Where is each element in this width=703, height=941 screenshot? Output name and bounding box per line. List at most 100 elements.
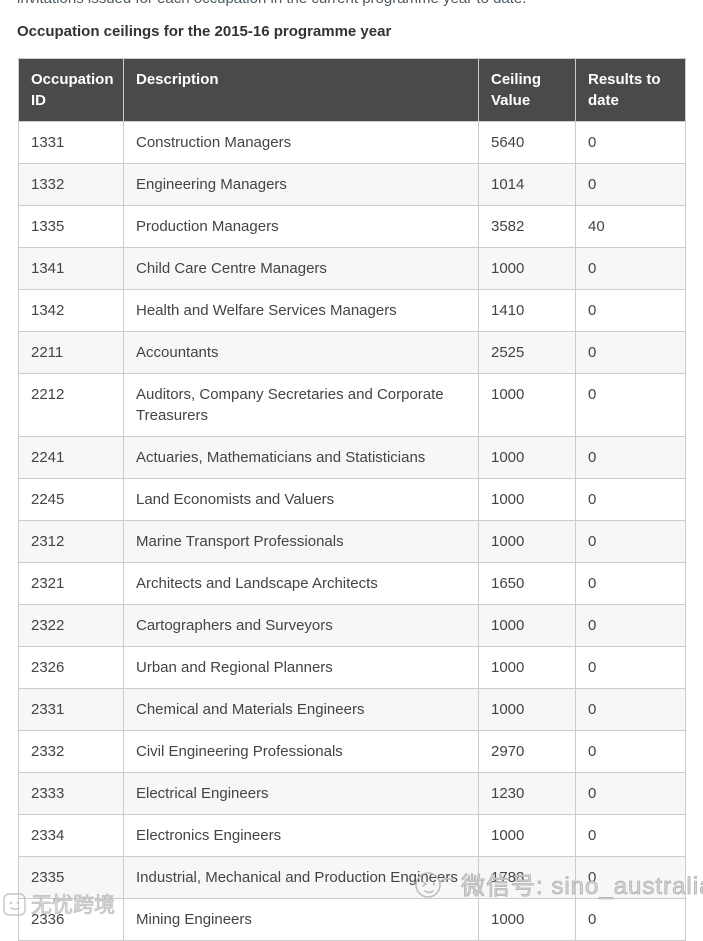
column-header-results-to-date: Results to date [575, 58, 686, 122]
ceiling-value-cell: 1000 [478, 688, 576, 731]
ceiling-value-cell: 1788 [478, 856, 576, 899]
description-cell: Health and Welfare Services Managers [123, 289, 479, 332]
results-cell: 0 [575, 898, 686, 941]
results-cell: 40 [575, 205, 686, 248]
ceiling-value-cell: 2525 [478, 331, 576, 374]
occupation-id-cell: 1341 [18, 247, 124, 290]
table-row: 2321 Architects and Landscape Architects… [18, 562, 686, 605]
ceiling-value-cell: 1650 [478, 562, 576, 605]
occupation-id-cell: 2336 [18, 898, 124, 941]
table-row: 2212 Auditors, Company Secretaries and C… [18, 373, 686, 437]
results-cell: 0 [575, 814, 686, 857]
ceiling-value-cell: 1000 [478, 898, 576, 941]
description-cell: Accountants [123, 331, 479, 374]
description-cell: Marine Transport Professionals [123, 520, 479, 563]
results-cell: 0 [575, 646, 686, 689]
ceiling-value-cell: 3582 [478, 205, 576, 248]
ceiling-value-cell: 1230 [478, 772, 576, 815]
occupation-id-cell: 2322 [18, 604, 124, 647]
table-header: Occupation ID Description Ceiling Value … [18, 58, 686, 122]
description-cell: Civil Engineering Professionals [123, 730, 479, 773]
description-cell: Auditors, Company Secretaries and Corpor… [123, 373, 479, 437]
table-row: 2241 Actuaries, Mathematicians and Stati… [18, 436, 686, 479]
occupation-id-cell: 2211 [18, 331, 124, 374]
occupation-id-cell: 2212 [18, 373, 124, 437]
occupation-id-cell: 2245 [18, 478, 124, 521]
table-row: 2211 Accountants 2525 0 [18, 331, 686, 374]
description-cell: Production Managers [123, 205, 479, 248]
description-cell: Electronics Engineers [123, 814, 479, 857]
table-row: 2245 Land Economists and Valuers 1000 0 [18, 478, 686, 521]
results-cell: 0 [575, 478, 686, 521]
results-cell: 0 [575, 373, 686, 437]
occupation-id-cell: 1331 [18, 121, 124, 164]
description-cell: Cartographers and Surveyors [123, 604, 479, 647]
occupation-id-cell: 1332 [18, 163, 124, 206]
results-cell: 0 [575, 730, 686, 773]
description-cell: Engineering Managers [123, 163, 479, 206]
ceiling-value-cell: 2970 [478, 730, 576, 773]
column-header-occupation-id: Occupation ID [18, 58, 124, 122]
results-cell: 0 [575, 436, 686, 479]
occupation-id-cell: 1335 [18, 205, 124, 248]
occupation-ceilings-table: Occupation ID Description Ceiling Value … [18, 58, 686, 941]
results-cell: 0 [575, 289, 686, 332]
ceiling-value-cell: 1000 [478, 436, 576, 479]
description-cell: Chemical and Materials Engineers [123, 688, 479, 731]
table-row: 1342 Health and Welfare Services Manager… [18, 289, 686, 332]
table-header-row: Occupation ID Description Ceiling Value … [18, 58, 686, 122]
results-cell: 0 [575, 562, 686, 605]
table-row: 2312 Marine Transport Professionals 1000… [18, 520, 686, 563]
table-row: 1335 Production Managers 3582 40 [18, 205, 686, 248]
table-row: 2334 Electronics Engineers 1000 0 [18, 814, 686, 857]
occupation-id-cell: 1342 [18, 289, 124, 332]
results-cell: 0 [575, 772, 686, 815]
table-row: 2336 Mining Engineers 1000 0 [18, 898, 686, 941]
table-row: 2335 Industrial, Mechanical and Producti… [18, 856, 686, 899]
table-body: 1331 Construction Managers 5640 0 1332 E… [18, 121, 686, 941]
description-cell: Mining Engineers [123, 898, 479, 941]
occupation-id-cell: 2326 [18, 646, 124, 689]
table-row: 2326 Urban and Regional Planners 1000 0 [18, 646, 686, 689]
results-cell: 0 [575, 520, 686, 563]
column-header-ceiling-value: Ceiling Value [478, 58, 576, 122]
description-cell: Child Care Centre Managers [123, 247, 479, 290]
occupation-id-cell: 2335 [18, 856, 124, 899]
occupation-id-cell: 2334 [18, 814, 124, 857]
occupation-id-cell: 2321 [18, 562, 124, 605]
results-cell: 0 [575, 163, 686, 206]
page-title: Occupation ceilings for the 2015-16 prog… [17, 23, 392, 40]
description-cell: Industrial, Mechanical and Production En… [123, 856, 479, 899]
ceiling-value-cell: 1000 [478, 604, 576, 647]
description-cell: Urban and Regional Planners [123, 646, 479, 689]
occupation-id-cell: 2333 [18, 772, 124, 815]
results-cell: 0 [575, 331, 686, 374]
ceiling-value-cell: 1000 [478, 247, 576, 290]
ceiling-value-cell: 1000 [478, 814, 576, 857]
table-row: 1331 Construction Managers 5640 0 [18, 121, 686, 164]
description-cell: Architects and Landscape Architects [123, 562, 479, 605]
occupation-id-cell: 2332 [18, 730, 124, 773]
table-row: 1332 Engineering Managers 1014 0 [18, 163, 686, 206]
intro-text-clipped: invitations issued for each occupation i… [17, 0, 526, 8]
ceiling-value-cell: 5640 [478, 121, 576, 164]
occupation-id-cell: 2331 [18, 688, 124, 731]
ceiling-value-cell: 1000 [478, 373, 576, 437]
description-cell: Land Economists and Valuers [123, 478, 479, 521]
results-cell: 0 [575, 604, 686, 647]
results-cell: 0 [575, 247, 686, 290]
table-row: 1341 Child Care Centre Managers 1000 0 [18, 247, 686, 290]
table-row: 2322 Cartographers and Surveyors 1000 0 [18, 604, 686, 647]
ceiling-value-cell: 1000 [478, 478, 576, 521]
occupation-id-cell: 2241 [18, 436, 124, 479]
occupation-id-cell: 2312 [18, 520, 124, 563]
description-cell: Actuaries, Mathematicians and Statistici… [123, 436, 479, 479]
results-cell: 0 [575, 121, 686, 164]
table-row: 2333 Electrical Engineers 1230 0 [18, 772, 686, 815]
ceiling-value-cell: 1014 [478, 163, 576, 206]
table-row: 2332 Civil Engineering Professionals 297… [18, 730, 686, 773]
results-cell: 0 [575, 856, 686, 899]
table-row: 2331 Chemical and Materials Engineers 10… [18, 688, 686, 731]
description-cell: Construction Managers [123, 121, 479, 164]
results-cell: 0 [575, 688, 686, 731]
